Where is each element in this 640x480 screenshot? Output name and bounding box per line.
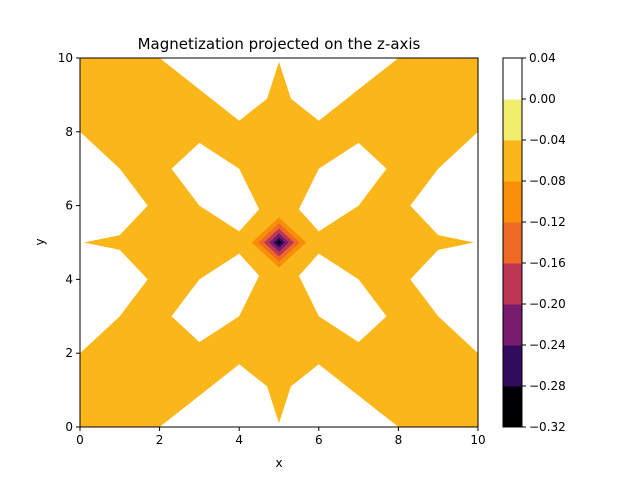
y-axis-label: y [33, 238, 47, 245]
y-tick-label: 8 [65, 125, 73, 139]
x-tick-label: 10 [470, 433, 485, 447]
y-tick-label: 0 [65, 420, 73, 434]
colorbar-band-6 [503, 140, 522, 182]
contour-region-0 [159, 58, 399, 121]
contour-region-2 [80, 131, 148, 354]
colorbar-band-0 [503, 386, 522, 428]
contour-region-6 [171, 253, 260, 343]
colorbar-tick-label: −0.20 [529, 297, 566, 311]
colorbar-tick-label: −0.24 [529, 338, 566, 352]
contour-region-4 [171, 142, 260, 232]
y-tick-label: 4 [65, 272, 73, 286]
x-axis-label: x [275, 456, 282, 470]
colorbar-band-4 [503, 222, 522, 264]
x-tick-label: 4 [235, 433, 243, 447]
colorbar-tick-label: −0.16 [529, 256, 566, 270]
x-tick-label: 6 [315, 433, 323, 447]
x-tick-label: 0 [76, 433, 84, 447]
x-tick-label: 8 [395, 433, 403, 447]
colorbar-band-5 [503, 181, 522, 223]
contour-region-5 [298, 142, 387, 232]
y-axis-ticks: 0 2 4 6 8 10 [58, 51, 80, 434]
colorbar-band-1 [503, 345, 522, 387]
colorbar-tick-label: −0.12 [529, 215, 566, 229]
colorbar-band-8 [503, 58, 522, 100]
plot-area [80, 58, 478, 427]
y-tick-label: 10 [58, 51, 73, 65]
colorbar: 0.04 0.00 −0.04 −0.08 −0.12 −0.16 −0.20 −0.24 −0… [502, 51, 566, 434]
colorbar-tick-label: 0.00 [529, 92, 556, 106]
y-tick-label: 6 [65, 199, 73, 213]
colorbar-tick-label: −0.32 [529, 420, 566, 434]
contour-region-7 [298, 253, 387, 343]
colorbar-tick-label: −0.28 [529, 379, 566, 393]
x-tick-label: 2 [156, 433, 164, 447]
colorbar-band-2 [503, 304, 522, 346]
x-axis-ticks: 0 2 4 6 8 10 [76, 427, 486, 447]
plot-frame [79, 57, 479, 428]
colorbar-band-3 [503, 263, 522, 305]
contour-region-1 [159, 364, 399, 427]
colorbar-frame [502, 57, 523, 428]
chart-title: Magnetization projected on the z-axis [138, 35, 421, 53]
colorbar-tick-label: −0.04 [529, 133, 566, 147]
contour-region-3 [410, 131, 478, 354]
center-well-band-6 [276, 240, 282, 245]
colorbar-band-7 [503, 99, 522, 141]
y-tick-label: 2 [65, 346, 73, 360]
colorbar-tick-label: 0.04 [529, 51, 556, 65]
colorbar-tick-label: −0.08 [529, 174, 566, 188]
